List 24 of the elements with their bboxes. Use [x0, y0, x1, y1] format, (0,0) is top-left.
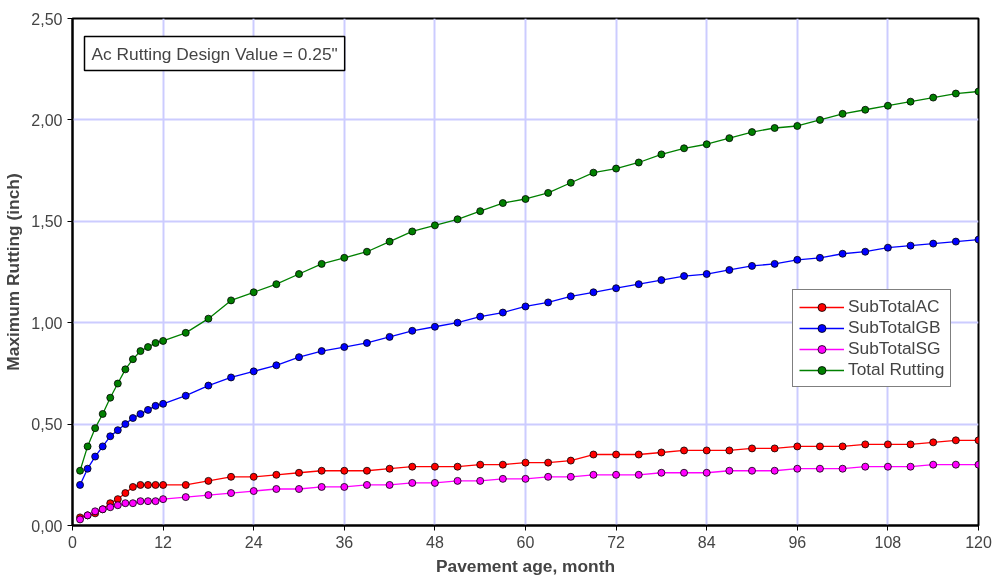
x-tick-label: 96: [788, 533, 807, 551]
y-tick-label: 2,50: [31, 10, 63, 28]
x-tick-label: 60: [516, 533, 535, 551]
y-axis-title: Maximum Rutting (inch): [3, 173, 24, 371]
y-tick-label: 0,00: [31, 517, 63, 535]
legend-label: SubTotalAC: [848, 296, 940, 317]
x-tick-label: 36: [335, 533, 354, 551]
legend-label: Total Rutting: [848, 359, 945, 380]
legend-label: SubTotalGB: [848, 317, 941, 338]
x-tick-label: 0: [68, 533, 78, 551]
y-tick-label: 1,50: [31, 213, 63, 231]
x-axis-title: Pavement age, month: [435, 555, 616, 576]
x-tick-label: 108: [874, 533, 902, 551]
x-tick-label: 48: [426, 533, 444, 551]
y-tick-label: 0,50: [31, 416, 63, 434]
x-tick-label: 72: [607, 533, 626, 551]
x-tick-label: 24: [244, 533, 263, 551]
x-tick-label: 120: [965, 533, 992, 551]
legend-label: SubTotalSG: [848, 338, 941, 359]
annotation: Ac Rutting Design Value = 0.25": [91, 43, 338, 64]
y-tick-label: 1,00: [31, 314, 63, 332]
x-tick-label: 12: [154, 533, 173, 551]
x-tick-label: 84: [697, 533, 716, 551]
y-tick-label: 2,00: [31, 111, 63, 129]
